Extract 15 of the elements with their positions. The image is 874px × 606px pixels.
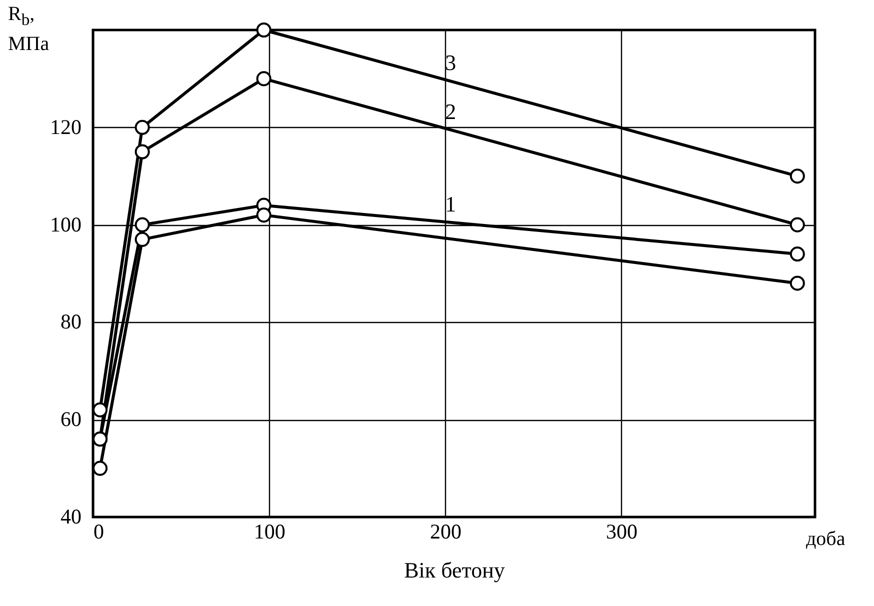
y-tick-label: 60 xyxy=(60,407,82,432)
series-label: 2 xyxy=(445,98,456,124)
y-tick-label: 80 xyxy=(60,310,82,334)
y-tick-label: 100 xyxy=(50,212,82,236)
x-tick-label: 300 xyxy=(606,520,638,544)
series-label: 1 xyxy=(445,191,456,216)
y-axis-title: R$_{b}$, МПа xyxy=(8,2,50,56)
x-axis-title: Вік бетону xyxy=(404,558,505,582)
series-label: 3 xyxy=(445,50,456,76)
text: доба xyxy=(806,528,846,551)
y-tick-label: 120 xyxy=(50,114,82,139)
x-tick-label: 0 xyxy=(94,520,104,544)
y-tick-label: 40 xyxy=(60,504,82,528)
x-tick-label: 100 xyxy=(254,520,286,544)
x-tick-label: 200 xyxy=(430,520,462,544)
